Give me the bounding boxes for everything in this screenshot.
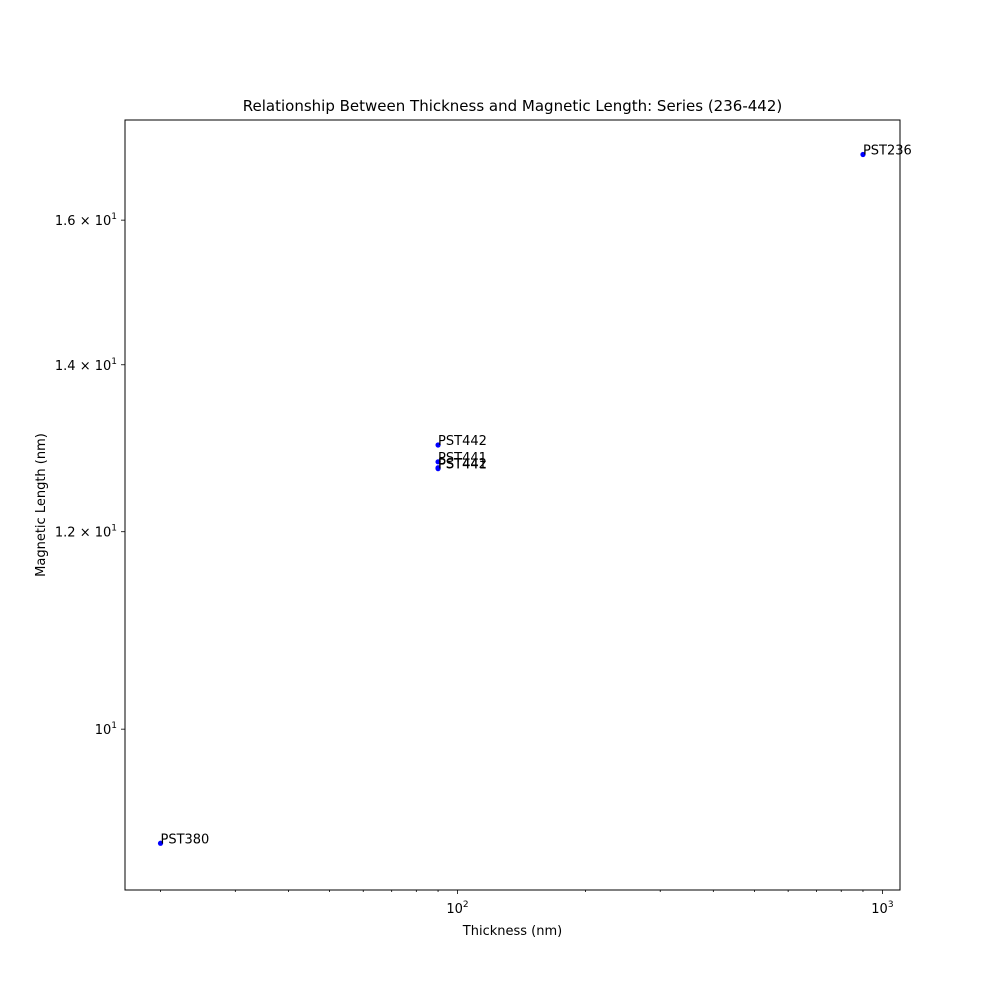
x-axis-label: Thickness (nm) — [462, 924, 562, 939]
y-axis-label: Magnetic Length (nm) — [34, 433, 49, 577]
y-tick-label: 1.6 × 101 — [55, 212, 117, 229]
data-point — [860, 151, 866, 158]
x-tick-label: 103 — [871, 900, 893, 917]
data-point — [157, 840, 164, 846]
x-tick-label: 102 — [446, 900, 468, 917]
x-axis-ticks: 102 103 — [160, 890, 894, 917]
data-point — [435, 459, 441, 465]
data-point-label: PST442 — [438, 457, 487, 472]
y-axis-ticks: 101 1.2 × 101 1.4 × 101 1.6 × 101 — [55, 212, 125, 738]
axes-frame — [124, 119, 901, 891]
data-point-label: PST441 — [438, 451, 487, 466]
data-point — [435, 442, 441, 448]
data-point-label: PST442 — [438, 434, 487, 449]
data-point-label: PST236 — [863, 143, 912, 158]
data-point-label: PST441 — [438, 458, 487, 473]
data-point — [435, 466, 441, 472]
y-tick-label: 1.4 × 101 — [55, 357, 117, 374]
chart-title: Relationship Between Thickness and Magne… — [243, 97, 782, 115]
data-point-label: PST380 — [160, 832, 209, 847]
y-tick-label: 101 — [95, 721, 117, 738]
y-tick-label: 1.2 × 101 — [55, 524, 117, 541]
